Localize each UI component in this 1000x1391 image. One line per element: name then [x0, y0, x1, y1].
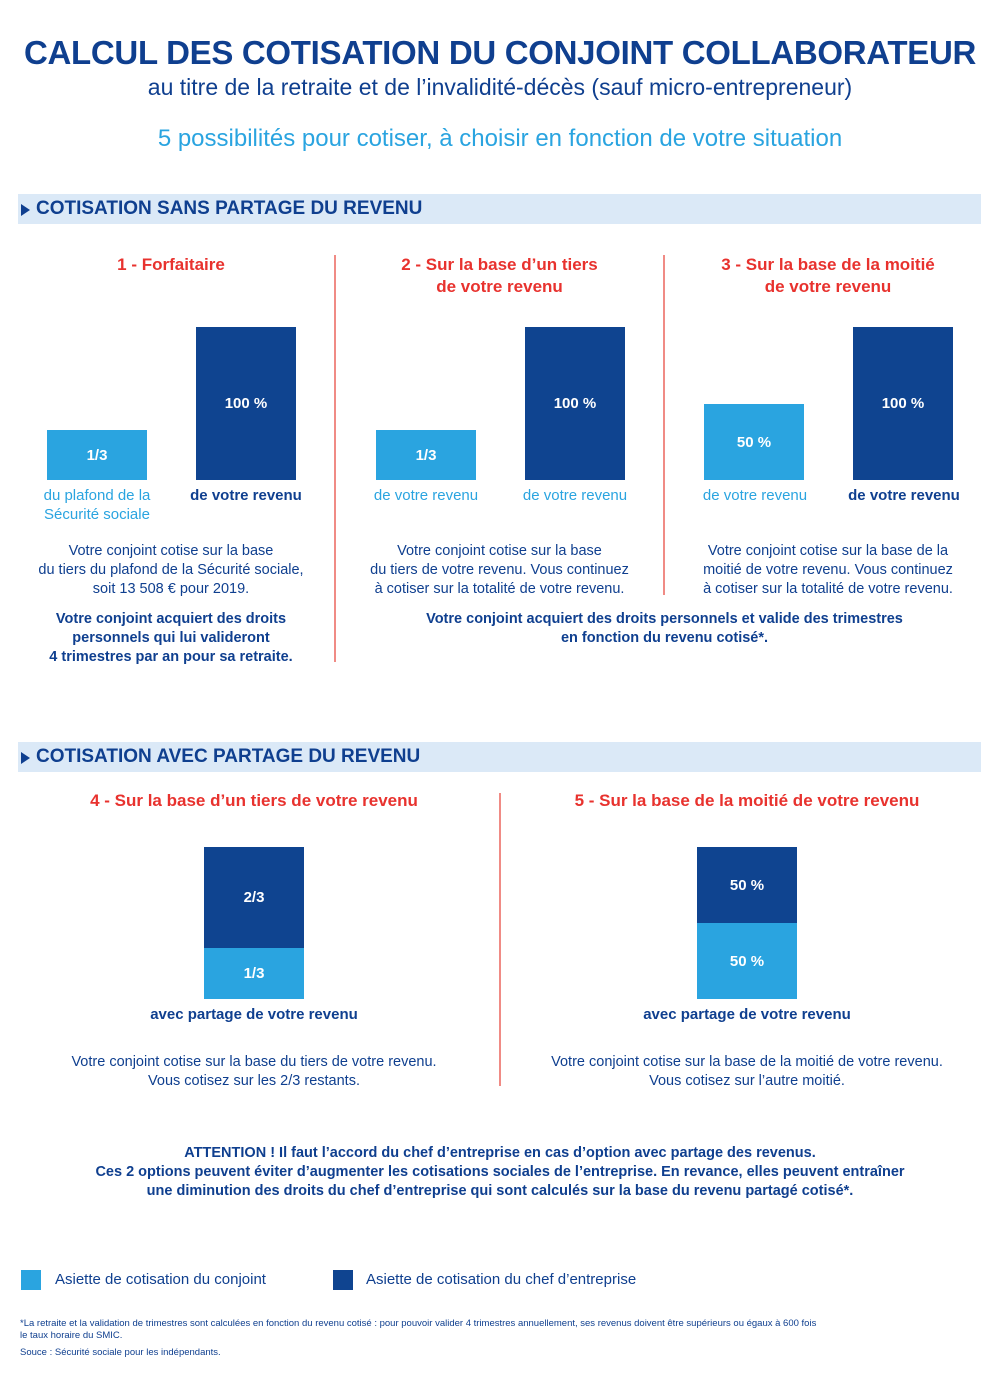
- legend-label-conjoint: Asiette de cotisation du conjoint: [55, 1271, 266, 1288]
- option4-desc: Votre conjoint cotise sur la base du tie…: [71, 1054, 437, 1089]
- legend-swatch-chef: [333, 1270, 353, 1290]
- option5-bar-chef: 50 %: [697, 847, 797, 923]
- option2-desc: Votre conjoint cotise sur la base du tie…: [370, 543, 629, 597]
- divider-1: [334, 255, 336, 662]
- option1-desc: Votre conjoint cotise sur la base du tie…: [38, 543, 304, 597]
- option2-title: 2 - Sur la base d’un tiers de votre reve…: [401, 255, 598, 296]
- option1-note: Votre conjoint acquiert des droits perso…: [49, 611, 293, 665]
- option4-title: 4 - Sur la base d’un tiers de votre reve…: [90, 791, 418, 810]
- attention-note: ATTENTION ! Il faut l’accord du chef d’e…: [95, 1145, 905, 1199]
- legend-label-chef: Asiette de cotisation du chef d’entrepri…: [366, 1271, 637, 1288]
- option1-bar-chef: 100 %: [196, 327, 296, 480]
- section1-title: COTISATION SANS PARTAGE DU REVENU: [36, 198, 423, 219]
- option3-desc: Votre conjoint cotise sur la base de la …: [703, 543, 953, 597]
- options23-shared-note: Votre conjoint acquiert des droits perso…: [426, 611, 903, 646]
- footnote: *La retraite et la validation de trimest…: [20, 1318, 817, 1341]
- section2-title: COTISATION AVEC PARTAGE DU REVENU: [36, 746, 421, 767]
- option3-caption-conjoint: de votre revenu: [702, 487, 808, 504]
- divider-2: [663, 255, 665, 595]
- option1-bar-conjoint: 1/3: [47, 430, 147, 480]
- option3-title: 3 - Sur la base de la moitié de votre re…: [721, 255, 935, 296]
- option2-bar-conjoint: 1/3: [376, 430, 476, 480]
- play-arrow-icon: [21, 752, 30, 764]
- option4-bar-chef: 2/3: [204, 847, 304, 948]
- page-title: CALCUL DES COTISATION DU CONJOINT COLLAB…: [23, 34, 977, 71]
- option4-bar-conjoint: 1/3: [204, 948, 304, 999]
- option1-caption-chef: de votre revenu: [190, 487, 302, 504]
- option5-title: 5 - Sur la base de la moitié de votre re…: [574, 791, 920, 810]
- option3-caption-chef: de votre revenu: [848, 487, 960, 504]
- option1-title: 1 - Forfaitaire: [117, 255, 225, 274]
- option5-bar-conjoint: 50 %: [697, 923, 797, 999]
- page-subtitle: au titre de la retraite et de l’invalidi…: [147, 74, 853, 100]
- option1-caption-conjoint-l1: du plafond de la: [43, 487, 151, 504]
- tagline: 5 possibilités pour cotiser, à choisir e…: [157, 125, 843, 152]
- option2-caption-conjoint: de votre revenu: [373, 487, 479, 504]
- option2-bar-chef: 100 %: [525, 327, 625, 480]
- option1-caption-conjoint-l2: Sécurité sociale: [44, 506, 150, 523]
- option5-desc: Votre conjoint cotise sur la base de la …: [551, 1054, 943, 1089]
- option4-caption: avec partage de votre revenu: [150, 1006, 358, 1023]
- option5-caption: avec partage de votre revenu: [643, 1006, 851, 1023]
- section2-band: COTISATION AVEC PARTAGE DU REVENU: [18, 742, 981, 772]
- legend-swatch-conjoint: [21, 1270, 41, 1290]
- option3-bar-conjoint: 50 %: [704, 404, 804, 480]
- section1-band: COTISATION SANS PARTAGE DU REVENU: [18, 194, 981, 224]
- source-note: Souce : Sécurité sociale pour les indépe…: [20, 1347, 221, 1358]
- option3-bar-chef: 100 %: [853, 327, 953, 480]
- option2-caption-chef: de votre revenu: [522, 487, 628, 504]
- divider-3: [499, 793, 501, 1086]
- play-arrow-icon: [21, 204, 30, 216]
